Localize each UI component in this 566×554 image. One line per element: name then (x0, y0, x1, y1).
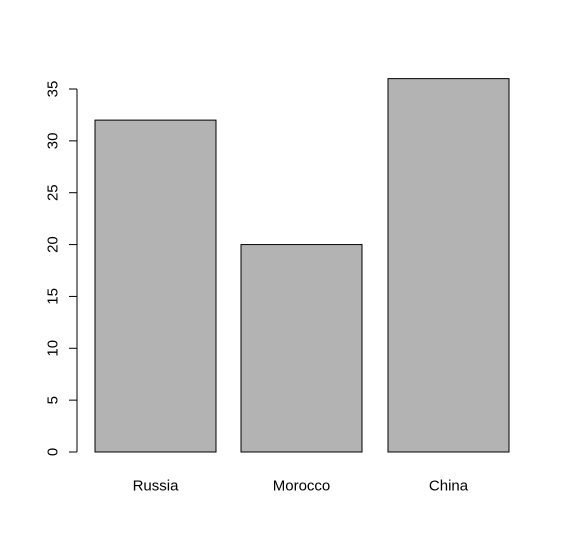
category-label-russia: Russia (133, 478, 180, 495)
bar-china (387, 78, 510, 453)
bars (94, 78, 510, 453)
bar-russia (94, 119, 217, 453)
category-label-morocco: Morocco (273, 478, 331, 495)
y-tick-label: 25 (45, 184, 62, 201)
y-tick-label: 5 (45, 396, 62, 404)
category-label-china: China (429, 478, 469, 495)
y-tick-label: 35 (45, 81, 62, 98)
y-tick-label: 30 (45, 133, 62, 150)
bar-morocco (240, 244, 363, 453)
category-labels: Russia Morocco China (133, 478, 469, 495)
y-tick-label: 20 (45, 236, 62, 253)
y-tick-label: 0 (45, 448, 62, 456)
y-tick-label: 15 (45, 288, 62, 305)
y-axis: 0 5 10 15 20 25 30 35 (45, 81, 78, 456)
y-tick-label: 10 (45, 340, 62, 357)
